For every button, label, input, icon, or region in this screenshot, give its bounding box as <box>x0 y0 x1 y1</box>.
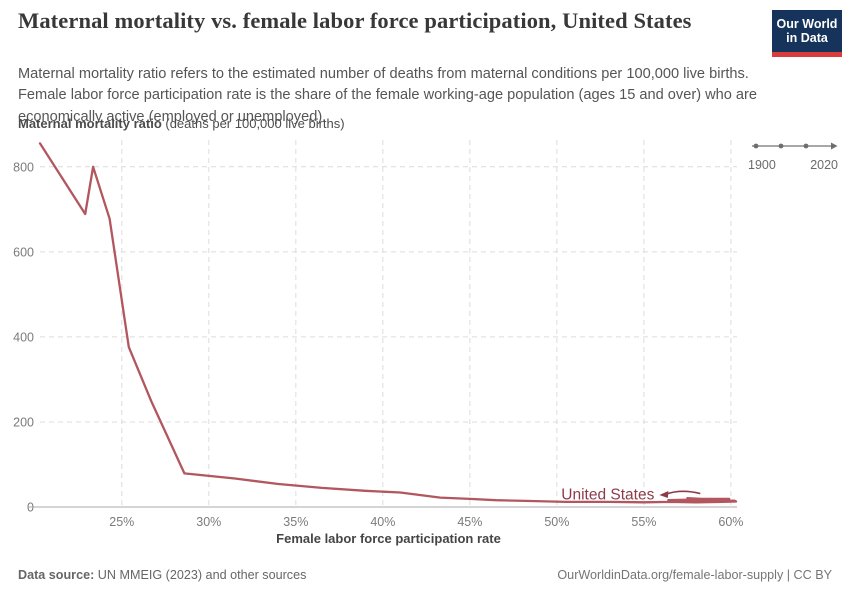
page-title: Maternal mortality vs. female labor forc… <box>18 8 692 33</box>
credit-link[interactable]: OurWorldinData.org/female-labor-supply |… <box>557 568 832 582</box>
y-tick-label: 800 <box>13 160 34 174</box>
annotation-arrowhead-icon <box>659 491 669 499</box>
series-annotation-label: United States <box>561 487 654 504</box>
owid-logo[interactable]: Our World in Data <box>772 10 842 57</box>
x-tick-label: 40% <box>370 515 395 529</box>
y-tick-label: 400 <box>13 330 34 344</box>
x-tick-label: 55% <box>631 515 656 529</box>
y-tick-label: 600 <box>13 245 34 259</box>
y-axis-title: Maternal mortality ratio (deaths per 100… <box>18 116 345 131</box>
plot-area[interactable]: 25%30%35%40%45%50%55%60%0200400600800Uni… <box>0 140 760 540</box>
x-axis-title: Female labor force participation rate <box>276 531 501 546</box>
x-tick-label: 35% <box>283 515 308 529</box>
timeline-widget[interactable]: 1900 2020 <box>748 139 838 172</box>
x-tick-label: 60% <box>718 515 743 529</box>
owid-logo-accent-bar <box>772 52 842 57</box>
timeline-start-year[interactable]: 1900 <box>748 158 776 172</box>
annotation-arrow <box>666 490 701 495</box>
owid-logo-text: Our World in Data <box>772 10 842 52</box>
data-source: Data source: UN MMEIG (2023) and other s… <box>18 568 307 582</box>
chart-subtitle: Maternal mortality ratio refers to the e… <box>18 65 758 126</box>
timeline-end-year[interactable]: 2020 <box>810 158 838 172</box>
y-tick-label: 200 <box>13 415 34 429</box>
series-line[interactable] <box>38 142 738 504</box>
x-tick-label: 50% <box>544 515 569 529</box>
x-tick-label: 25% <box>109 515 134 529</box>
x-tick-label: 30% <box>196 515 221 529</box>
chart-footer: Data source: UN MMEIG (2023) and other s… <box>18 568 832 582</box>
timeline-axis-icon[interactable] <box>748 140 838 152</box>
x-tick-label: 45% <box>457 515 482 529</box>
